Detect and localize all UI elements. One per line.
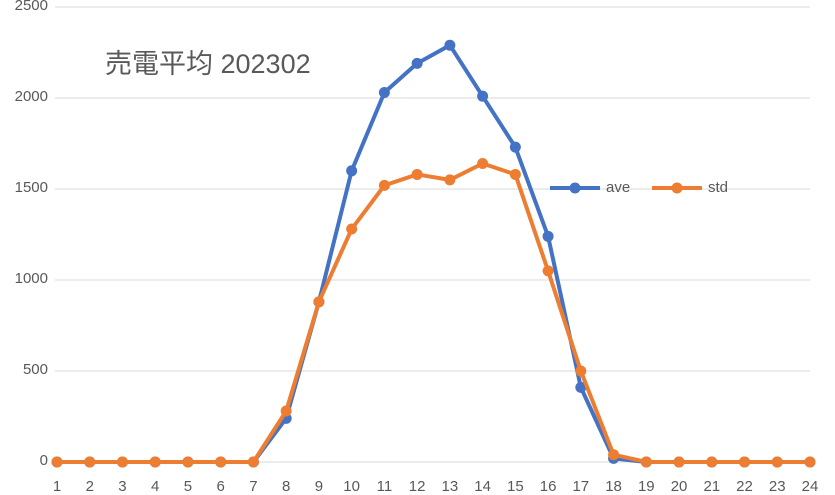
- data-point: [771, 456, 783, 468]
- data-point: [542, 230, 554, 242]
- x-tick-label: 20: [671, 478, 688, 495]
- data-point: [509, 168, 521, 180]
- x-tick-label: 7: [249, 478, 257, 495]
- data-point: [378, 87, 390, 99]
- data-point: [739, 456, 751, 468]
- data-point: [346, 165, 358, 177]
- x-tick-label: 23: [769, 478, 786, 495]
- data-point: [84, 456, 96, 468]
- data-point: [444, 39, 456, 51]
- x-tick-label: 11: [377, 478, 393, 495]
- data-point: [509, 141, 521, 153]
- x-tick-label: 21: [703, 478, 720, 495]
- x-tick-label: 4: [151, 478, 159, 495]
- data-point: [640, 456, 652, 468]
- x-tick-label: 2: [86, 478, 94, 495]
- data-point: [149, 456, 161, 468]
- x-tick-label: 24: [802, 478, 819, 495]
- data-point: [444, 174, 456, 186]
- x-tick-label: 22: [736, 478, 753, 495]
- data-point: [411, 57, 423, 69]
- data-point: [346, 223, 358, 235]
- data-point: [378, 179, 390, 191]
- series-line: [57, 161, 810, 464]
- data-point: [247, 456, 259, 468]
- x-tick-label: 8: [282, 478, 290, 495]
- data-point: [804, 456, 816, 468]
- data-point: [575, 381, 587, 393]
- x-tick-label: 18: [605, 478, 622, 495]
- data-point: [542, 265, 554, 277]
- y-tick-label: 500: [23, 361, 48, 378]
- data-point: [706, 456, 718, 468]
- data-point: [215, 456, 227, 468]
- data-point: [313, 296, 325, 308]
- legend-label: ave: [606, 179, 630, 196]
- data-point: [477, 158, 489, 170]
- x-tick-label: 17: [572, 478, 589, 495]
- y-tick-label: 1500: [15, 179, 48, 196]
- y-tick-label: 0: [40, 452, 48, 469]
- legend-label: std: [708, 179, 728, 196]
- x-tick-label: 5: [184, 478, 192, 495]
- x-tick-label: 12: [409, 478, 426, 495]
- chart-title: 売電平均 202302: [105, 49, 311, 79]
- x-tick-label: 19: [638, 478, 655, 495]
- x-tick-label: 13: [442, 478, 459, 495]
- legend-marker: [569, 182, 581, 194]
- data-point: [608, 449, 620, 461]
- series-line: [57, 43, 810, 464]
- y-tick-label: 2500: [15, 0, 48, 14]
- data-point: [182, 456, 194, 468]
- data-point: [411, 168, 423, 180]
- data-point: [280, 405, 292, 417]
- x-tick-label: 14: [474, 478, 491, 495]
- data-point: [477, 90, 489, 102]
- x-tick-label: 15: [507, 478, 524, 495]
- x-tick-label: 6: [217, 478, 225, 495]
- legend-marker: [671, 182, 683, 194]
- x-tick-label: 9: [315, 478, 323, 495]
- data-point: [51, 456, 63, 468]
- y-tick-label: 2000: [15, 88, 48, 105]
- y-tick-label: 1000: [15, 270, 48, 287]
- x-tick-label: 10: [343, 478, 360, 495]
- data-point: [116, 456, 128, 468]
- data-point: [575, 365, 587, 377]
- x-tick-label: 16: [540, 478, 557, 495]
- x-tick-label: 1: [53, 478, 61, 495]
- x-tick-label: 3: [118, 478, 126, 495]
- data-point: [673, 456, 685, 468]
